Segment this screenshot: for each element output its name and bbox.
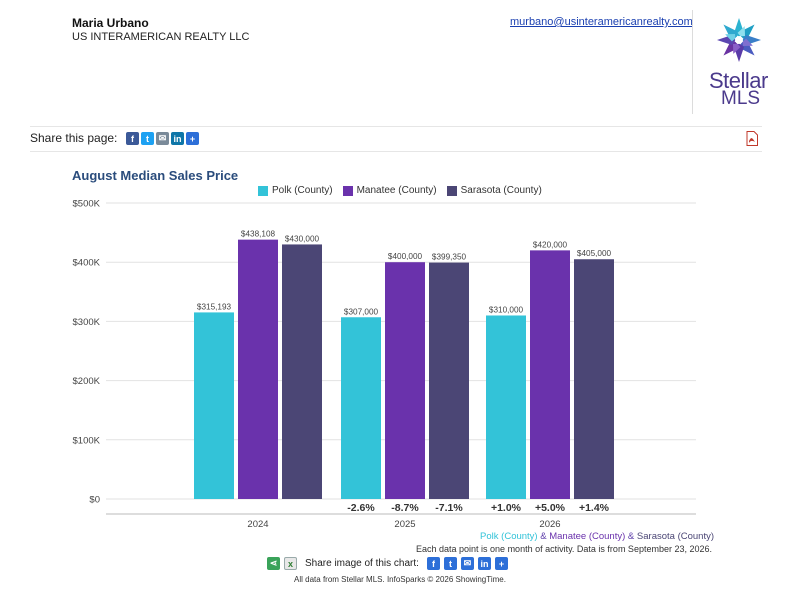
change-label: +5.0% [535,502,566,514]
series-footnote-part: Polk (County) [480,531,538,542]
share-image-icon[interactable]: ⋖ [267,557,280,570]
bar-value-label: $400,000 [388,252,423,261]
plus-icon[interactable]: + [186,132,199,145]
y-tick-label: $400K [73,258,101,269]
data-note: Each data point is one month of activity… [416,544,712,554]
facebook-icon[interactable]: f [426,557,440,570]
legend-swatch-sarasota [446,185,457,196]
share-bar: Share this page: f t ✉ in + [30,126,762,152]
bar-manatee [238,239,278,499]
change-label: -8.7% [391,502,419,514]
legend-label-manatee: Manatee (County) [356,185,437,196]
bar-value-label: $438,108 [241,230,276,239]
x-tick-label: 2026 [539,519,560,530]
logo-text-mls: MLS [721,88,761,109]
linkedin-icon[interactable]: in [477,557,491,570]
twitter-icon[interactable]: t [141,132,154,145]
bar-manatee [385,262,425,499]
share-icons: f t ✉ in + [126,132,199,145]
y-tick-label: $300K [73,317,101,328]
legend-item-sarasota[interactable]: Sarasota (County) [446,185,542,196]
bar-polk [194,312,234,499]
series-footnote-part: Sarasota (County) [636,531,714,542]
data-credit: All data from Stellar MLS. InfoSparks © … [294,575,506,584]
bar-value-label: $315,193 [197,302,232,311]
chart-legend: Polk (County) Manatee (County) Sarasota … [258,185,542,196]
legend-label-sarasota: Sarasota (County) [460,185,542,196]
legend-item-polk[interactable]: Polk (County) [258,185,333,196]
series-footnote-part: & [537,531,550,542]
y-tick-label: $0 [89,495,100,506]
chart-title: August Median Sales Price [72,168,239,183]
logo-text-stellar: Stellar [709,68,768,93]
legend-label-polk: Polk (County) [272,185,333,196]
pdf-icon[interactable] [746,131,758,146]
series-footnote-part: Manatee (County) [549,531,626,542]
agent-name: Maria Urbano [72,16,149,30]
legend-item-manatee[interactable]: Manatee (County) [342,185,437,196]
bar-value-label: $310,000 [489,305,524,314]
linkedin-icon[interactable]: in [171,132,184,145]
share-chart-bar: ⋖ x Share image of this chart: f t ✉ in … [267,557,508,570]
change-label: -7.1% [435,502,463,514]
bar-value-label: $420,000 [533,240,568,249]
x-tick-label: 2024 [247,519,268,530]
email-icon[interactable]: ✉ [460,557,474,570]
bar-value-label: $399,350 [432,253,467,262]
twitter-icon[interactable]: t [443,557,457,570]
bar-polk [486,315,526,499]
email-icon[interactable]: ✉ [156,132,169,145]
change-label: -2.6% [347,502,375,514]
legend-swatch-manatee [342,185,353,196]
excel-icon[interactable]: x [284,557,297,570]
change-label: +1.0% [491,502,522,514]
bar-sarasota [574,259,614,499]
y-tick-label: $100K [73,435,101,446]
bar-sarasota [429,262,469,499]
bar-value-label: $307,000 [344,307,379,316]
y-tick-label: $500K [73,199,101,210]
share-image-label: Share image of this chart: [305,558,419,569]
agent-company: US INTERAMERICAN REALTY LLC [72,31,250,43]
agent-email-link[interactable]: murbano@usinteramericanrealty.com [510,16,693,28]
series-footnote: Polk (County) & Manatee (County) & Saras… [480,531,714,542]
bar-value-label: $405,000 [577,249,612,258]
x-tick-label: 2025 [394,519,415,530]
series-footnote-part: & [625,531,637,542]
stellar-mls-logo-icon [717,18,761,62]
bar-value-label: $430,000 [285,234,320,243]
legend-swatch-polk [258,185,268,196]
y-tick-label: $200K [73,376,101,387]
logo-divider [692,10,693,114]
plus-icon[interactable]: + [494,557,508,570]
bar-sarasota [282,244,322,499]
facebook-icon[interactable]: f [126,132,139,145]
bar-polk [341,317,381,499]
change-label: +1.4% [579,502,610,514]
bar-manatee [530,250,570,499]
share-label: Share this page: [30,131,118,145]
